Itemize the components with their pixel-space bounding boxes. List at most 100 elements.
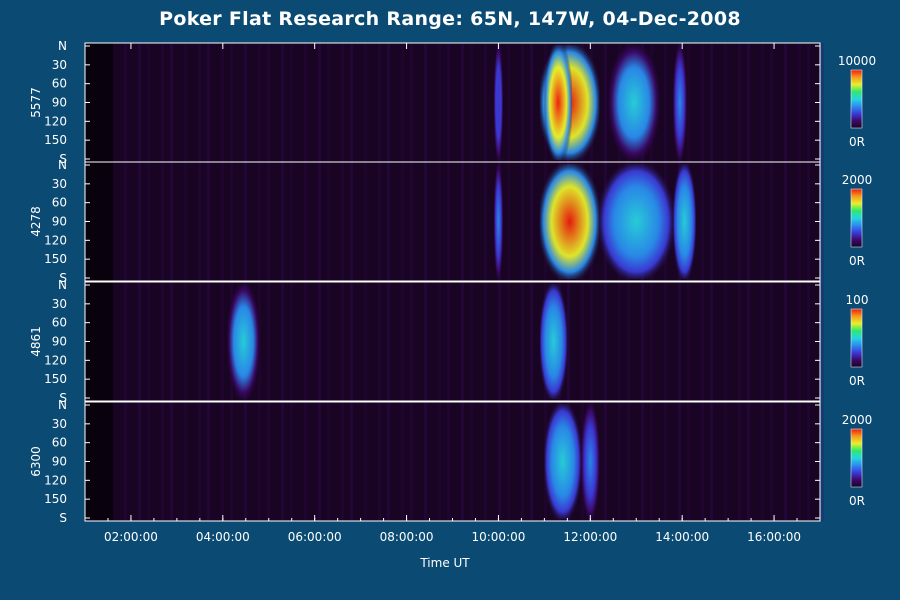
background-striation [821, 402, 824, 521]
background-striation [604, 282, 607, 401]
background-striation [530, 282, 533, 401]
background-striation [387, 43, 390, 162]
background-striation [327, 282, 330, 401]
background-striation [124, 402, 127, 521]
background-striation [484, 162, 487, 281]
background-striation [304, 162, 307, 281]
background-striation [281, 162, 284, 281]
background-striation [807, 282, 810, 401]
background-striation [507, 282, 510, 401]
background-striation [198, 402, 201, 521]
background-striation [198, 282, 201, 401]
background-striation [641, 282, 644, 401]
colorbar [850, 308, 863, 368]
background-striation [387, 402, 390, 521]
background-striation [341, 43, 344, 162]
background-striation [438, 43, 441, 162]
background-striation [401, 282, 404, 401]
background-striation [138, 402, 141, 521]
background-striation [470, 162, 473, 281]
background-striation [378, 282, 381, 401]
background-striation [618, 402, 621, 521]
background-striation [738, 162, 741, 281]
y-tick-label: 90 [52, 96, 67, 110]
y-tick-label: 120 [44, 114, 67, 128]
x-tick-label: 08:00:00 [380, 530, 434, 544]
background-striation [341, 402, 344, 521]
background-striation [304, 402, 307, 521]
y-tick-label: 60 [52, 77, 67, 91]
y-tick-label: 150 [44, 252, 67, 266]
background-striation [710, 43, 713, 162]
colorbar-max-label: 2000 [842, 173, 873, 187]
background-striation [244, 402, 247, 521]
background-striation [664, 282, 667, 401]
background-striation [318, 43, 321, 162]
emission-region [493, 45, 504, 160]
y-tick-label: N [58, 278, 67, 292]
background-striation [498, 282, 501, 401]
y-tick-label: 30 [52, 58, 67, 72]
background-striation [267, 162, 270, 281]
background-striation [738, 402, 741, 521]
colorbar [850, 428, 863, 488]
background-striation [590, 282, 593, 401]
background-striation [341, 162, 344, 281]
background-striation [664, 43, 667, 162]
emission-region [227, 284, 260, 399]
panel-4278: N 30 60 90 120 150 S 4278 2000 0R [29, 158, 872, 285]
y-tick-label: 30 [52, 417, 67, 431]
colorbar-max-label: 2000 [842, 413, 873, 427]
background-striation [641, 402, 644, 521]
background-striation [701, 162, 704, 281]
background-striation [290, 162, 293, 281]
background-striation [424, 43, 427, 162]
y-tick-label: 120 [44, 473, 67, 487]
emission-region [673, 45, 687, 160]
background-striation [747, 282, 750, 401]
x-tick-label: 02:00:00 [104, 530, 158, 544]
background-striation [461, 402, 464, 521]
background-striation [424, 282, 427, 401]
background-striation [447, 162, 450, 281]
wavelength-label: 4278 [29, 206, 43, 237]
background-striation [470, 282, 473, 401]
y-tick-label: S [59, 271, 67, 285]
background-striation [258, 43, 261, 162]
background-striation [798, 162, 801, 281]
background-striation [724, 43, 727, 162]
x-tick-label: 16:00:00 [747, 530, 801, 544]
background-striation [281, 282, 284, 401]
x-axis-title: Time UT [419, 556, 470, 570]
background-striation [198, 162, 201, 281]
y-tick-label: S [59, 511, 67, 525]
background-striation [304, 43, 307, 162]
background-striation [761, 282, 764, 401]
background-striation [230, 162, 233, 281]
panel-background [85, 43, 820, 162]
x-tick-label: 04:00:00 [196, 530, 250, 544]
background-striation [170, 402, 173, 521]
wavelength-label: 4861 [29, 326, 43, 357]
background-striation [687, 402, 690, 521]
background-striation [221, 162, 224, 281]
background-striation [461, 282, 464, 401]
background-striation [798, 402, 801, 521]
background-striation [521, 43, 524, 162]
background-striation [147, 43, 150, 162]
background-striation [738, 43, 741, 162]
background-striation [461, 162, 464, 281]
background-striation [281, 43, 284, 162]
background-striation [821, 282, 824, 401]
panel-6300: N 30 60 90 120 150 S 6300 2000 0R [29, 398, 872, 525]
y-tick-label: 150 [44, 372, 67, 386]
background-striation [364, 282, 367, 401]
colorbar-min-label: 0R [849, 374, 865, 388]
background-striation [507, 43, 510, 162]
background-striation [650, 402, 653, 521]
background-striation [161, 162, 164, 281]
background-striation [327, 402, 330, 521]
background-striation [341, 282, 344, 401]
y-tick-label: S [59, 152, 67, 166]
background-striation [350, 282, 353, 401]
